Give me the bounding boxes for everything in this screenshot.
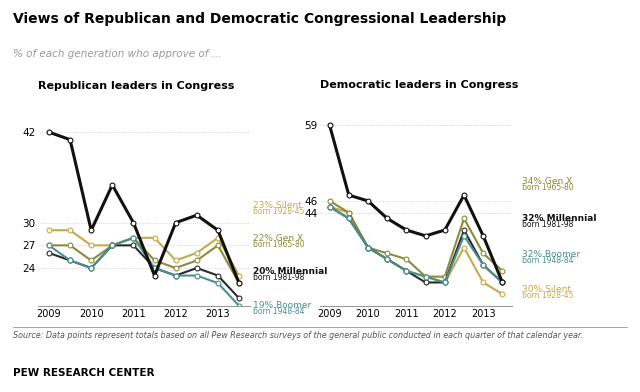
Text: born 1965-80: born 1965-80 [253,240,305,249]
Text: Republican leaders in Congress: Republican leaders in Congress [38,81,235,91]
Text: born 1948-84: born 1948-84 [253,307,304,316]
Text: born 1928-45: born 1928-45 [253,207,304,216]
Text: Source: Data points represent totals based on all Pew Research surveys of the ge: Source: Data points represent totals bas… [13,331,582,340]
Text: born 1981-98: born 1981-98 [253,273,304,282]
Text: 20% Millennial: 20% Millennial [253,267,327,276]
Text: born 1981-98: born 1981-98 [522,220,573,229]
Text: 23% Silent: 23% Silent [253,201,301,210]
Text: 19% Boomer: 19% Boomer [253,301,311,310]
Text: PEW RESEARCH CENTER: PEW RESEARCH CENTER [13,368,154,379]
Text: 22% Gen X: 22% Gen X [253,234,303,243]
Text: 32% Boomer: 32% Boomer [522,250,580,259]
Text: Democratic leaders in Congress: Democratic leaders in Congress [320,80,518,90]
Text: Views of Republican and Democratic Congressional Leadership: Views of Republican and Democratic Congr… [13,12,506,26]
Text: % of each generation who approve of ...: % of each generation who approve of ... [13,49,221,59]
Text: 30% Silent: 30% Silent [522,285,571,294]
Text: born 1965-80: born 1965-80 [522,183,573,192]
Text: born 1948-84: born 1948-84 [522,256,573,265]
Text: born 1928-45: born 1928-45 [522,291,573,300]
Text: 34% Gen X: 34% Gen X [522,177,572,186]
Text: 32% Millennial: 32% Millennial [522,214,596,223]
